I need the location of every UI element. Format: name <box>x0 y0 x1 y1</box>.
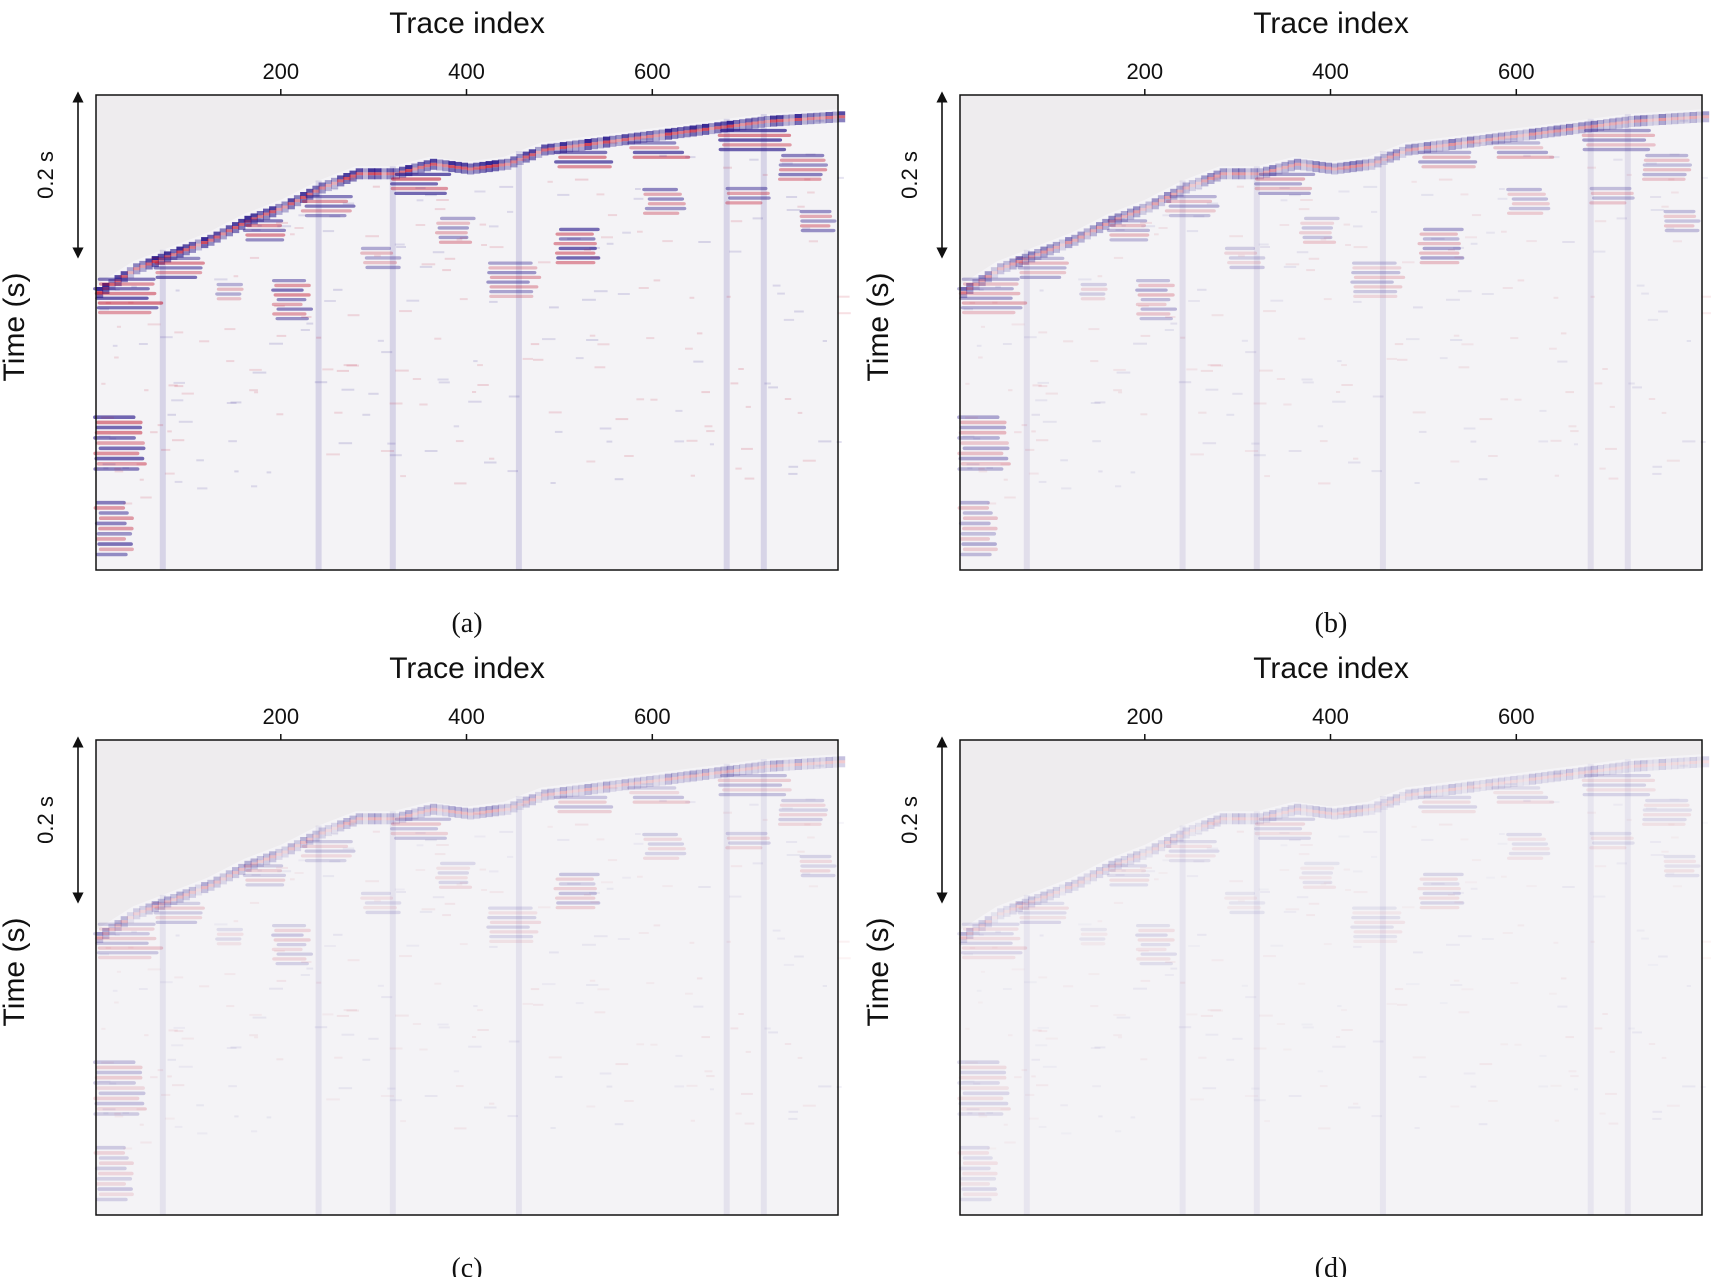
x-tick-label: 200 <box>262 704 299 729</box>
noise-speckle <box>98 760 851 1150</box>
energy-patches <box>957 128 1701 557</box>
mute-zone <box>96 95 838 285</box>
x-tick-label: 600 <box>634 59 671 84</box>
y-axis-label: Time (s) <box>862 918 895 1027</box>
y-axis-label: Time (s) <box>862 273 895 382</box>
vertical-noise <box>1023 759 1631 1216</box>
x-tick-label: 400 <box>1312 59 1349 84</box>
first-break-events <box>96 111 846 298</box>
x-tick-label: 600 <box>1498 59 1535 84</box>
scale-bar-label: 0.2 s <box>33 796 58 844</box>
x-axis-label: Trace index <box>389 652 545 685</box>
x-tick-label: 400 <box>448 704 485 729</box>
panel-caption: (d) <box>1315 1253 1348 1277</box>
first-break-events <box>960 111 1710 298</box>
noise-speckle <box>962 115 1711 505</box>
noise-speckle <box>98 115 851 505</box>
x-axis-label: Trace index <box>389 7 545 40</box>
vertical-noise <box>1023 114 1631 571</box>
scale-bar-label: 0.2 s <box>897 151 922 199</box>
x-tick-label: 400 <box>1312 704 1349 729</box>
vertical-noise <box>159 759 767 1216</box>
energy-patches <box>93 128 837 557</box>
panel-caption: (b) <box>1315 608 1348 639</box>
mute-zone <box>960 95 1702 285</box>
scale-bar-label: 0.2 s <box>33 151 58 199</box>
panel-b: 200 400 600 Trace index Time (s) 0.2 s (b) <box>862 7 1711 639</box>
energy-patches <box>957 774 1701 1202</box>
x-tick-label: 200 <box>1126 59 1163 84</box>
panel-c: 200 400 600 Trace index Time (s) 0.2 s (c) <box>0 652 851 1277</box>
energy-patches <box>93 774 837 1202</box>
x-tick-label: 200 <box>262 59 299 84</box>
panel-caption: (c) <box>451 1253 482 1277</box>
panel-caption: (a) <box>451 608 482 639</box>
x-tick-label: 400 <box>448 59 485 84</box>
x-tick-label: 600 <box>634 704 671 729</box>
x-axis-label: Trace index <box>1253 7 1409 40</box>
noise-speckle <box>963 764 1711 1144</box>
y-axis-label: Time (s) <box>0 273 31 382</box>
x-tick-label: 600 <box>1498 704 1535 729</box>
panel-d: 200 400 600 Trace index Time (s) 0.2 s (d) <box>862 652 1711 1277</box>
mute-zone <box>960 740 1702 930</box>
scale-bar-label: 0.2 s <box>897 796 922 844</box>
mute-zone <box>96 740 838 930</box>
panel-a: 200 400 600 Trace index Time (s) 0.2 s (a) <box>0 7 851 639</box>
vertical-noise <box>159 114 767 571</box>
first-break-events <box>960 756 1710 943</box>
y-axis-label: Time (s) <box>0 918 31 1027</box>
x-axis-label: Trace index <box>1253 652 1409 685</box>
first-break-events <box>96 756 846 943</box>
x-tick-label: 200 <box>1126 704 1163 729</box>
